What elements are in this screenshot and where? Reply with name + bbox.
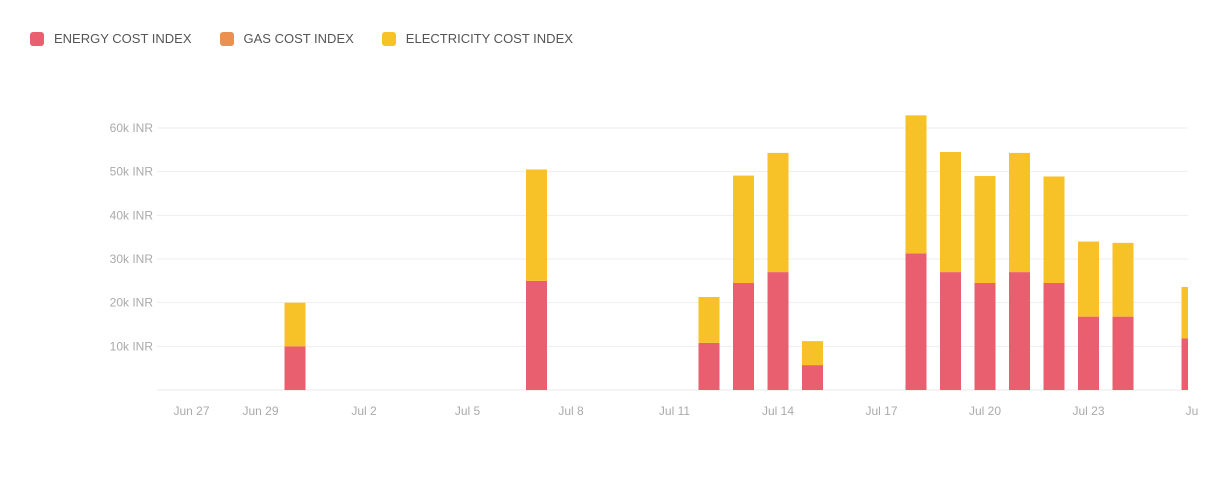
chart-legend: ENERGY COST INDEX GAS COST INDEX ELECTRI… xyxy=(30,31,601,46)
y-tick-label: 40k INR xyxy=(110,208,154,222)
bar-electricity[interactable] xyxy=(733,175,754,284)
x-tick-label: Jul 5 xyxy=(455,404,481,418)
bar-energy[interactable] xyxy=(974,283,996,390)
bar-energy[interactable] xyxy=(1078,316,1099,390)
legend-swatch-gas xyxy=(219,31,234,46)
bar-electricity[interactable] xyxy=(767,152,789,273)
grid-layer xyxy=(157,127,1188,391)
bar-electricity[interactable] xyxy=(1078,241,1099,317)
bar-electricity[interactable] xyxy=(698,296,720,343)
bar-layer xyxy=(284,115,1203,390)
legend-item-electricity[interactable]: ELECTRICITY COST INDEX xyxy=(381,31,573,46)
bar-electricity[interactable] xyxy=(284,302,306,347)
bar-energy[interactable] xyxy=(802,365,823,390)
legend-item-energy[interactable]: ENERGY COST INDEX xyxy=(30,31,192,46)
x-tick-label: Jul 8 xyxy=(558,404,584,418)
axis-layer: 10k INR 20k INR 30k INR 40k INR 50k INR 60k I… xyxy=(110,121,1199,418)
bar-electricity[interactable] xyxy=(940,152,961,273)
bar-electricity[interactable] xyxy=(1181,286,1203,339)
bar-electricity[interactable] xyxy=(1112,242,1134,317)
bar-electricity[interactable] xyxy=(1009,152,1030,273)
bar-electricity[interactable] xyxy=(802,341,823,366)
y-tick-label: 10k INR xyxy=(110,339,154,353)
bar-energy[interactable] xyxy=(767,272,789,390)
x-tick-label: Ju xyxy=(1186,404,1199,418)
legend-label-energy: ENERGY COST INDEX xyxy=(54,31,192,46)
bar-energy[interactable] xyxy=(1181,338,1203,390)
x-tick-label: Jul 11 xyxy=(659,404,690,418)
legend-label-electricity: ELECTRICITY COST INDEX xyxy=(405,31,573,46)
x-tick-label: Jun 29 xyxy=(242,404,278,418)
legend-item-gas[interactable]: GAS COST INDEX xyxy=(219,31,354,46)
bar-energy[interactable] xyxy=(284,346,306,390)
y-tick-label: 20k INR xyxy=(110,296,154,310)
bar-energy[interactable] xyxy=(1112,316,1134,390)
bar-electricity[interactable] xyxy=(974,176,996,284)
y-tick-label: 50k INR xyxy=(110,165,154,179)
x-tick-label: Jul 2 xyxy=(351,404,377,418)
legend-swatch-electricity xyxy=(381,31,396,46)
legend-label-gas: GAS COST INDEX xyxy=(243,31,354,46)
x-tick-label: Jul 17 xyxy=(865,404,897,418)
bar-energy[interactable] xyxy=(1043,283,1065,390)
x-tick-label: Jul 20 xyxy=(969,404,1001,418)
bar-energy[interactable] xyxy=(905,253,927,390)
bar-electricity[interactable] xyxy=(1043,176,1065,284)
bar-energy[interactable] xyxy=(940,272,961,390)
bar-electricity[interactable] xyxy=(905,115,927,254)
x-tick-label: Jun 27 xyxy=(173,404,209,418)
bar-energy[interactable] xyxy=(698,342,720,390)
bar-energy[interactable] xyxy=(526,280,547,390)
bar-electricity[interactable] xyxy=(526,169,547,281)
y-tick-label: 30k INR xyxy=(110,252,154,266)
x-tick-label: Jul 23 xyxy=(1072,404,1104,418)
legend-swatch-energy xyxy=(30,31,44,46)
bar-energy[interactable] xyxy=(733,283,754,390)
y-tick-label: 60k INR xyxy=(110,121,154,135)
x-tick-label: Jul 14 xyxy=(762,404,794,418)
bar-energy[interactable] xyxy=(1009,272,1030,390)
